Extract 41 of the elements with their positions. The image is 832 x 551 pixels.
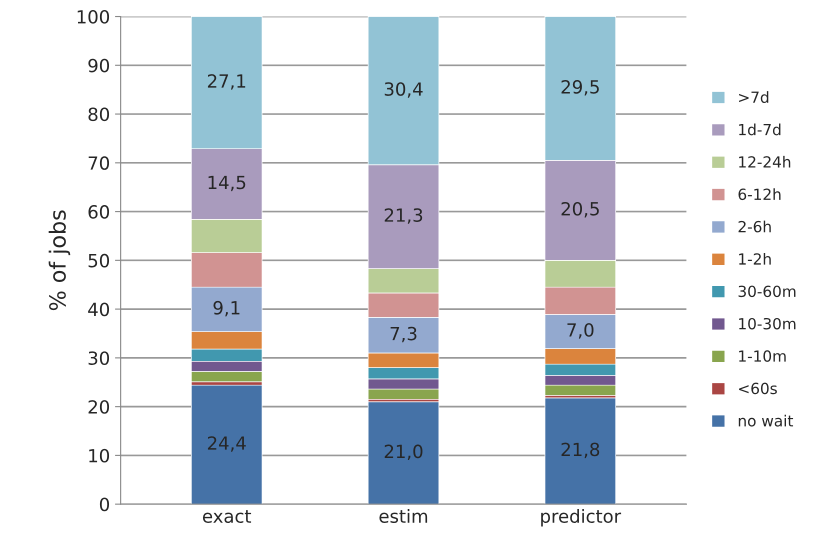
y-tick-label: 20 xyxy=(88,400,110,414)
y-tick-label: 30 xyxy=(88,351,110,365)
data-label: 9,1 xyxy=(214,300,240,316)
bar xyxy=(368,401,440,504)
data-label: 21,0 xyxy=(384,444,422,460)
legend-label: >7d xyxy=(739,91,768,103)
bar xyxy=(191,384,262,504)
data-label: 27,1 xyxy=(208,74,246,90)
legend-label: 10-30m xyxy=(739,318,796,330)
legend-label: <60s xyxy=(739,382,777,394)
data-label: 21,8 xyxy=(562,442,600,458)
legend-label: 12-24h xyxy=(739,156,790,168)
legend-label: no wait xyxy=(738,414,794,427)
legend-label: 1-2h xyxy=(739,252,771,265)
bar xyxy=(544,398,616,504)
x-tick-label: exact xyxy=(202,510,252,523)
data-label: 21,3 xyxy=(384,208,422,224)
legend-label: 6-12h xyxy=(738,188,780,200)
data-label: 29,5 xyxy=(562,80,599,96)
data-label: 30,4 xyxy=(384,82,423,98)
y-tick-label: 40 xyxy=(88,302,110,316)
x-tick-label: estim xyxy=(379,509,428,523)
legend-label: 2-6h xyxy=(738,220,771,232)
y-tick-label: 60 xyxy=(88,205,110,219)
y-tick-label: 10 xyxy=(89,448,110,463)
data-label: 24,4 xyxy=(208,436,246,452)
y-tick-label: 80 xyxy=(88,108,110,122)
data-label: 7,3 xyxy=(390,326,416,342)
data-label: 20,5 xyxy=(562,202,599,218)
y-tick-label: 0 xyxy=(100,498,110,512)
legend-label: 1-10m xyxy=(739,350,786,362)
legend-label: 30-60m xyxy=(738,286,796,298)
y-axis-title: % of jobs xyxy=(48,210,70,310)
data-label: 14,5 xyxy=(208,176,246,192)
y-tick-label: 90 xyxy=(88,58,110,72)
legend-label: 1d-7d xyxy=(739,124,780,136)
y-tick-label: 70 xyxy=(88,156,110,170)
y-tick-label: 50 xyxy=(88,254,110,268)
y-tick-label: 100 xyxy=(78,10,110,24)
x-tick-label: predictor xyxy=(541,509,622,526)
data-label: 7,0 xyxy=(567,323,594,339)
